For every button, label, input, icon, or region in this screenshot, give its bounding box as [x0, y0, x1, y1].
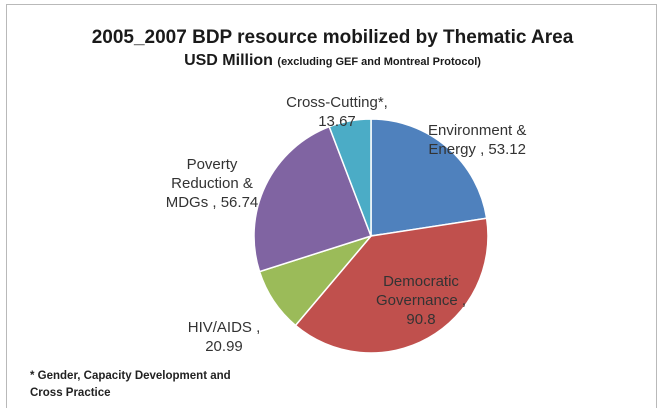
slice-label-democratic-governance: Democratic Governance , 90.8	[366, 272, 476, 329]
footnote-line: * Gender, Capacity Development and	[30, 370, 231, 382]
slice-label-line: Cross-Cutting*,	[286, 94, 388, 111]
pie-slice-environment-energy	[370, 118, 488, 237]
slice-label-line: MDGs , 56.74	[165, 194, 259, 211]
slice-label-line: Democratic	[383, 273, 459, 290]
slice-label-poverty-reduction: Poverty Reduction & MDGs , 56.74	[153, 155, 271, 212]
slice-label-line: 20.99	[205, 338, 243, 355]
subtitle-note: (excluding GEF and Montreal Protocol)	[277, 56, 481, 68]
slice-label-environment-energy: Environment & Energy , 53.12	[428, 121, 526, 159]
slice-label-line: 90.8	[406, 311, 436, 328]
chart-subtitle: USD Million (excluding GEF and Montreal …	[0, 52, 665, 70]
chart-footnote: * Gender, Capacity Development and Cross…	[30, 368, 290, 402]
slice-label-hiv-aids: HIV/AIDS , 20.99	[184, 318, 264, 356]
slice-label-line: Reduction &	[171, 175, 253, 192]
pie-slice-cross-cutting	[328, 118, 372, 237]
slice-label-line: Poverty	[186, 156, 238, 173]
slice-label-line: 13.67	[318, 113, 356, 130]
subtitle-unit: USD Million	[184, 52, 273, 69]
slice-label-line: Environment &	[428, 122, 527, 139]
chart-title: 2005_2007 BDP resource mobilized by Them…	[91, 27, 574, 48]
slice-label-cross-cutting: Cross-Cutting*, 13.67	[277, 93, 397, 131]
slice-label-line: Energy , 53.12	[428, 141, 526, 158]
slice-label-line: Governance ,	[375, 292, 467, 309]
slice-label-line: HIV/AIDS ,	[187, 319, 261, 336]
footnote-line: Cross Practice	[30, 387, 111, 399]
pie-slice-poverty-reduction-mdgs	[253, 125, 372, 273]
pie-slice-democratic-governance	[294, 217, 489, 354]
